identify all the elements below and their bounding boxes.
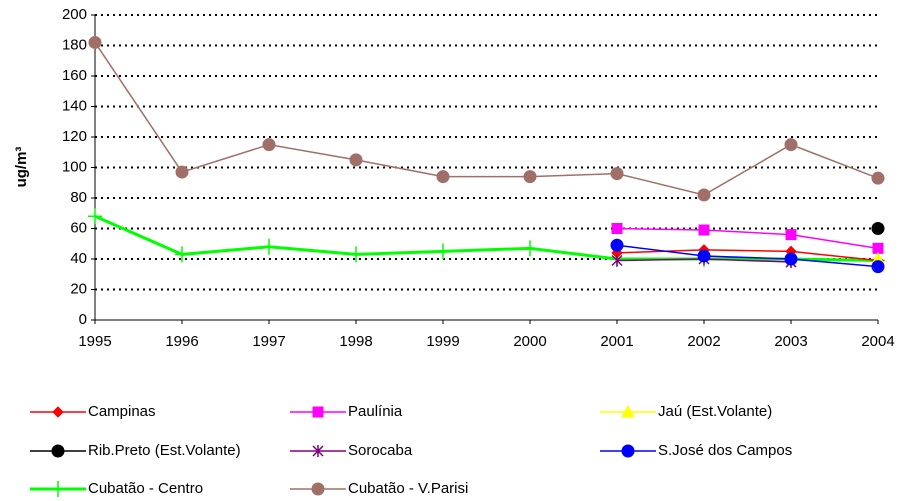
x-tick-label: 2003 [774,333,807,350]
y-tick-label: 200 [62,6,87,23]
marker [611,223,623,234]
x-tick-label: 1998 [339,333,372,350]
marker [698,224,710,236]
series-line [94,42,879,196]
x-tick-label: 2002 [687,333,720,350]
legend-label: Rib.Preto (Est.Volante) [88,442,241,459]
x-tick-label: 1996 [165,333,198,350]
series-line [616,244,879,268]
series [610,238,885,274]
series-line [616,227,879,250]
series [611,244,884,267]
marker [872,242,884,254]
legend-label: Cubatão - V.Parisi [348,480,468,497]
y-tick-label: 100 [62,158,87,175]
y-tick-label: 20 [70,280,87,297]
y-tick-label: 140 [62,97,87,114]
marker [436,243,450,260]
series [871,222,885,235]
marker [349,153,363,167]
x-tick-label: 2000 [513,333,546,350]
marker [88,35,102,49]
legend-label: Jaú (Est.Volante) [658,403,772,420]
y-tick-label: 0 [79,311,87,328]
marker [349,246,363,263]
marker [610,238,624,252]
legend-marker [621,404,635,418]
x-tick-label: 2004 [861,333,894,350]
marker [175,165,189,179]
legend-marker [311,482,325,496]
legend-label: Sorocaba [348,442,413,459]
marker [785,229,797,241]
y-tick-label: 180 [62,36,87,53]
marker [88,208,102,225]
marker [871,260,885,274]
y-tick-label: 120 [62,128,87,145]
x-tick-label: 1999 [426,333,459,350]
legend-marker [621,444,635,458]
y-tick-label: 40 [70,250,87,267]
marker [175,246,189,263]
legend-marker [51,444,65,458]
series [611,223,884,254]
marker [784,138,798,152]
marker [523,240,537,257]
series [88,35,885,202]
legend-label: Campinas [88,403,156,420]
y-axis-label: ug/m³ [13,147,30,188]
legend-marker [52,406,64,418]
legend-label: Cubatão - Centro [88,480,203,497]
marker [784,252,798,266]
y-tick-label: 160 [62,67,87,84]
marker [262,138,276,152]
marker [610,167,624,181]
y-tick-label: 60 [70,219,87,236]
legend-marker [312,445,324,457]
marker [436,170,450,184]
marker [262,238,276,255]
marker [697,188,711,202]
marker [697,249,711,263]
series-line [616,249,879,262]
legend-marker [51,481,65,497]
x-tick-label: 2001 [600,333,633,350]
legend-label: S.José dos Campos [658,442,792,459]
y-tick-label: 80 [70,189,87,206]
legend-marker [312,406,324,418]
marker [523,170,537,184]
marker [871,171,885,185]
marker [611,254,623,267]
x-tick-label: 1995 [78,333,111,350]
series-line [94,214,879,263]
legend-label: Paulínia [348,403,403,420]
marker [871,222,885,235]
x-tick-label: 1997 [252,333,285,350]
